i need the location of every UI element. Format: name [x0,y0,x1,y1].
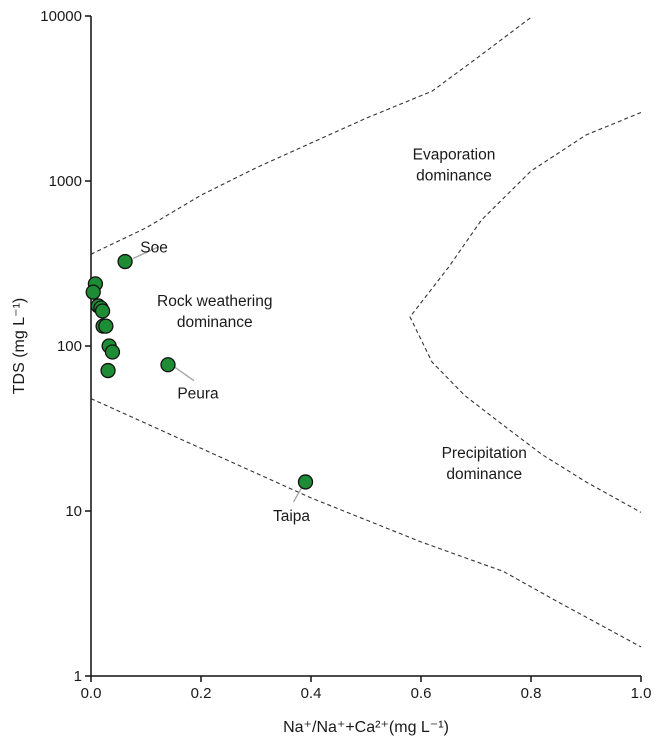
annotation-leaders [132,245,303,503]
y-tick-label: 10 [65,503,82,520]
x-tick-label: 0.0 [81,685,102,702]
boundary-lower-line [90,398,642,648]
y-tick-label: 1000 [49,173,82,190]
data-point [100,362,116,379]
x-axis-title: Na⁺/Na⁺+Ca²⁺(mg L⁻¹) [283,719,449,736]
data-point [297,474,314,490]
data-point [94,303,111,319]
data-points [85,253,314,490]
data-point [104,344,121,360]
point-labels: Soe Peura Taipa [140,240,310,525]
x-tick-label: 1.0 [631,685,652,702]
y-axis: 1 10 100 1000 10000 [40,8,92,685]
x-tick-label: 0.8 [521,685,542,702]
x-tick-label: 0.6 [411,685,432,702]
y-axis-title: TDS (mg L⁻¹) [11,298,28,394]
region-label: Rock weathering dominance [157,293,272,331]
data-point [85,284,101,300]
point-label-taipa: Taipa [273,508,310,525]
region-label: Precipitation dominance [442,445,527,483]
y-tick-label: 10000 [40,8,82,25]
data-point [117,253,133,270]
data-point [98,318,114,334]
boundary-upper-line [90,16,532,255]
leader-line [292,487,303,503]
boundary-lines [90,16,642,648]
leader-line [173,366,195,382]
x-axis: 0.0 0.2 0.4 0.6 0.8 1.0 [81,675,652,702]
x-tick-label: 0.2 [191,685,212,702]
y-tick-label: 1 [74,668,82,685]
data-point [160,357,176,373]
y-tick-label: 100 [57,338,82,355]
region-label: Evaporation dominance [413,146,496,184]
point-label-soe: Soe [140,240,168,257]
point-label-peura: Peura [177,386,219,403]
boundary-right-line [409,111,642,513]
leader-line [132,245,160,260]
x-tick-label: 0.4 [301,685,322,702]
region-labels: Evaporation dominance Rock weathering domin… [157,146,527,482]
